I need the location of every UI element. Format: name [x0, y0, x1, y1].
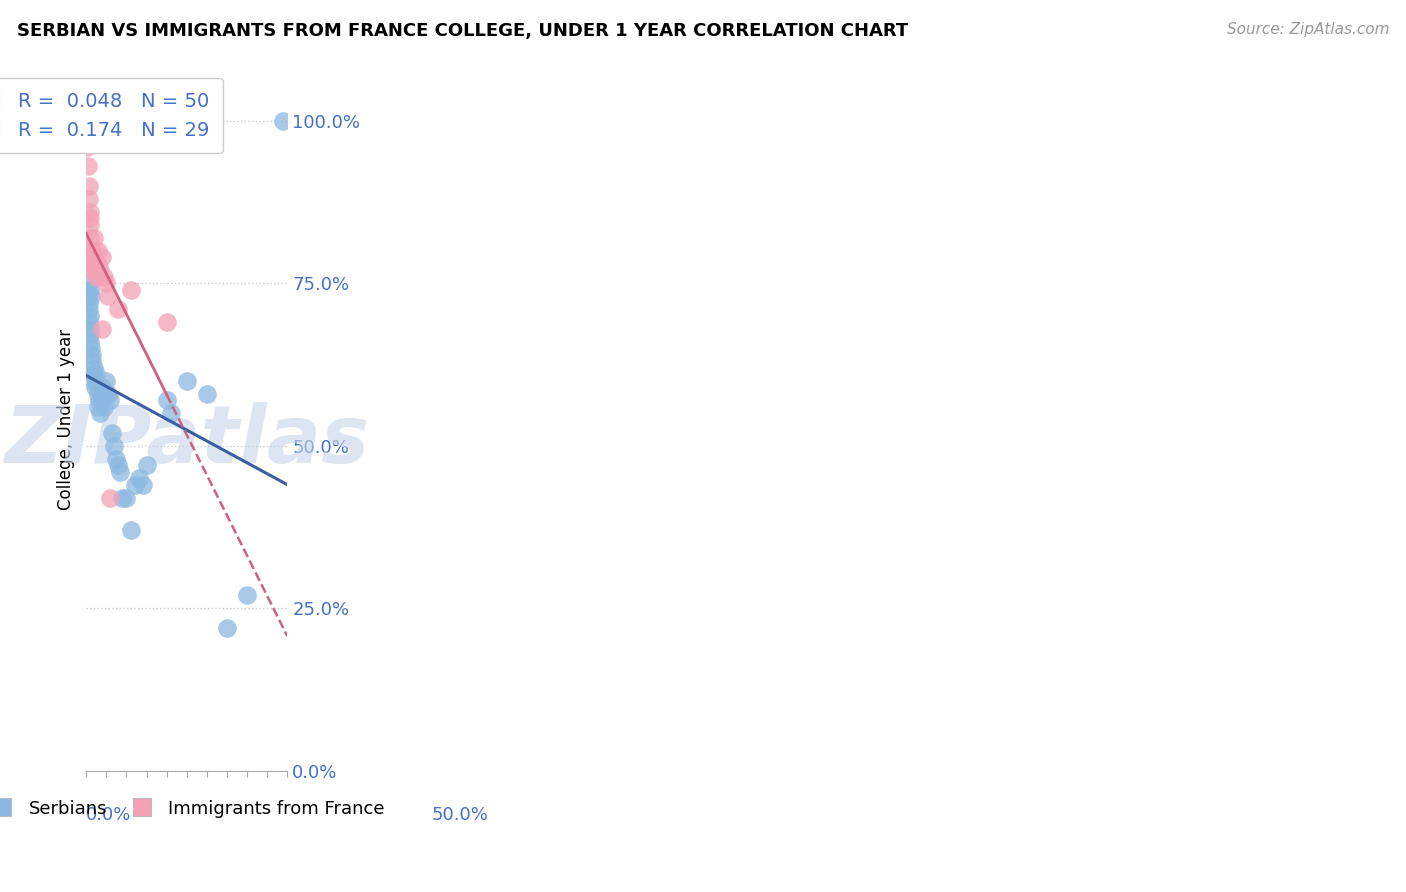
Text: Source: ZipAtlas.com: Source: ZipAtlas.com	[1226, 22, 1389, 37]
Point	[86, 269, 108, 284]
Point	[100, 491, 122, 505]
Point	[135, 458, 157, 472]
Point	[128, 471, 150, 485]
Point	[87, 400, 110, 414]
Point	[79, 283, 101, 297]
Point	[79, 321, 101, 335]
Point	[120, 283, 142, 297]
Point	[80, 250, 103, 264]
Point	[83, 230, 105, 244]
Point	[79, 211, 101, 225]
Point	[87, 256, 110, 270]
Point	[97, 386, 120, 401]
Point	[89, 263, 111, 277]
Point	[80, 354, 103, 368]
Point	[93, 400, 115, 414]
Text: SERBIAN VS IMMIGRANTS FROM FRANCE COLLEGE, UNDER 1 YEAR CORRELATION CHART: SERBIAN VS IMMIGRANTS FROM FRANCE COLLEG…	[17, 22, 908, 40]
Point	[94, 386, 117, 401]
Point	[77, 192, 100, 206]
Point	[96, 374, 118, 388]
Point	[83, 250, 105, 264]
Point	[91, 380, 114, 394]
Point	[97, 289, 120, 303]
Point	[176, 374, 198, 388]
Point	[115, 491, 138, 505]
Point	[89, 406, 111, 420]
Point	[77, 159, 100, 173]
Point	[89, 393, 111, 408]
Point	[80, 256, 103, 270]
Text: 0.0%: 0.0%	[86, 805, 132, 824]
Point	[105, 451, 128, 466]
Point	[76, 283, 98, 297]
Point	[156, 315, 179, 329]
Point	[83, 374, 105, 388]
Point	[79, 328, 101, 343]
Point	[79, 218, 101, 232]
Point	[101, 425, 124, 440]
Point	[110, 465, 132, 479]
Point	[82, 367, 104, 381]
Point	[195, 386, 218, 401]
Point	[82, 244, 104, 258]
Point	[86, 367, 108, 381]
Point	[79, 230, 101, 244]
Y-axis label: College, Under 1 year: College, Under 1 year	[58, 329, 75, 510]
Point	[86, 244, 108, 258]
Point	[120, 523, 142, 537]
Point	[86, 386, 108, 401]
Point	[80, 244, 103, 258]
Point	[80, 289, 103, 303]
Point	[76, 139, 98, 153]
Point	[84, 380, 107, 394]
Point	[131, 477, 153, 491]
Point	[96, 276, 118, 290]
Point	[215, 621, 238, 635]
Point	[271, 113, 294, 128]
Point	[80, 341, 103, 355]
Point	[100, 393, 122, 408]
Legend: Serbians, Immigrants from France: Serbians, Immigrants from France	[0, 792, 392, 825]
Point	[124, 477, 146, 491]
Point	[82, 263, 104, 277]
Point	[159, 406, 181, 420]
Point	[82, 348, 104, 362]
Point	[79, 334, 101, 349]
Point	[93, 269, 115, 284]
Point	[90, 393, 112, 408]
Point	[77, 315, 100, 329]
Point	[107, 302, 129, 317]
Point	[90, 250, 112, 264]
Point	[236, 588, 259, 602]
Point	[91, 321, 114, 335]
Point	[156, 393, 179, 408]
Text: 50.0%: 50.0%	[432, 805, 488, 824]
Point	[77, 302, 100, 317]
Point	[79, 309, 101, 323]
Point	[103, 439, 125, 453]
Point	[77, 295, 100, 310]
Point	[77, 276, 100, 290]
Point	[111, 491, 134, 505]
Point	[83, 360, 105, 375]
Point	[84, 263, 107, 277]
Text: ZIPatlas: ZIPatlas	[4, 401, 370, 480]
Point	[77, 289, 100, 303]
Point	[77, 178, 100, 193]
Point	[79, 204, 101, 219]
Point	[107, 458, 129, 472]
